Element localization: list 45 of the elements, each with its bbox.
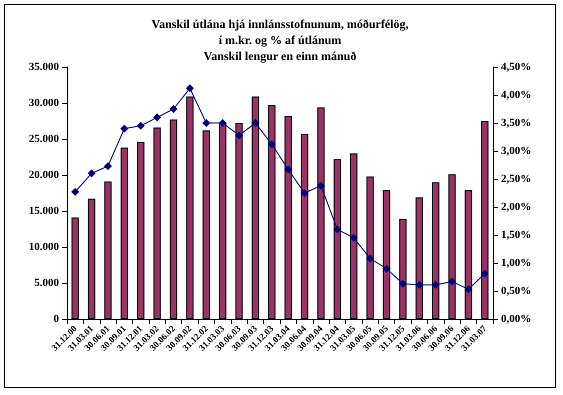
y2-tick-label: 4,00% — [501, 89, 532, 101]
point — [136, 122, 145, 130]
point — [186, 84, 194, 92]
point — [464, 285, 472, 294]
point — [153, 113, 162, 122]
point — [333, 225, 342, 234]
point — [316, 182, 325, 190]
y2-tick-label: 3,50% — [501, 117, 532, 129]
point — [432, 280, 440, 289]
y2-tick-label: 1,50% — [501, 229, 532, 241]
point — [218, 119, 227, 127]
y-tick-label: 25.000 — [28, 133, 60, 145]
point — [235, 131, 244, 140]
point — [398, 280, 407, 288]
y-tick-label: 35.000 — [28, 61, 60, 73]
y-tick-label: 15.000 — [28, 205, 60, 217]
point — [382, 264, 390, 273]
chart-title: Vanskil útlána hjá innlánsstofnunum, móðurfélög, í m.kr. og % af útlánum Vanskil lengur en einn mánuð — [152, 17, 408, 63]
y-tick-label: 10.000 — [28, 241, 60, 253]
point — [71, 188, 80, 196]
point — [120, 124, 128, 133]
point — [366, 254, 374, 263]
point — [88, 169, 96, 178]
y2-tick-label: 0,50% — [501, 285, 532, 297]
y2-tick-label: 2,50% — [501, 173, 532, 185]
point — [104, 162, 112, 170]
point — [415, 280, 424, 289]
point — [251, 119, 260, 127]
y-tick-label: 20.000 — [28, 169, 60, 181]
point — [350, 234, 358, 242]
y2-tick-label: 1,00% — [501, 257, 532, 269]
y2-tick-label: 4,50% — [501, 61, 532, 73]
point — [480, 270, 489, 278]
point — [202, 119, 210, 127]
y-tick-label: 0 — [54, 313, 60, 325]
y2-tick-label: 3,00% — [501, 145, 532, 157]
point — [300, 189, 309, 197]
y-tick-label: 30.000 — [28, 97, 60, 109]
y2-tick-label: 2,00% — [501, 201, 532, 213]
y2-tick-label: 0,00% — [501, 313, 532, 325]
point — [284, 165, 292, 174]
point — [170, 105, 178, 113]
y-tick-label: 5.000 — [34, 277, 60, 289]
point — [448, 277, 456, 286]
point — [268, 140, 276, 148]
